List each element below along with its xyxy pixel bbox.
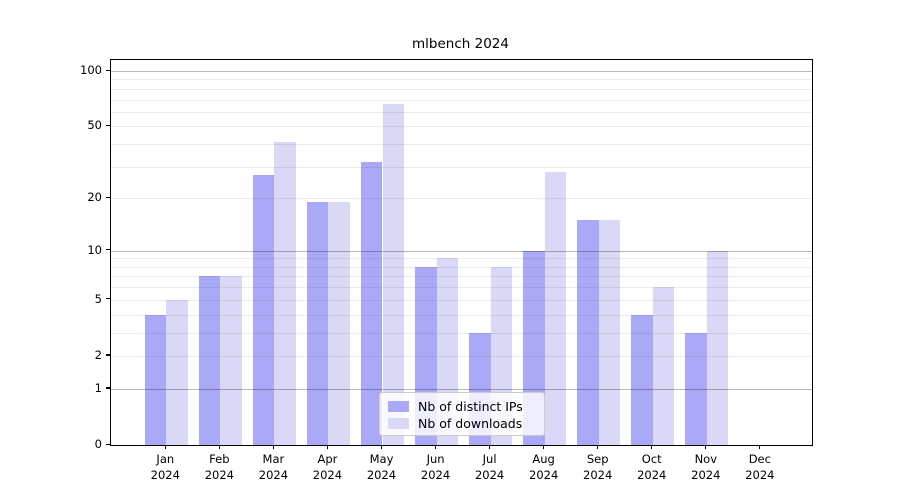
x-tick-label: Sep 2024 xyxy=(583,452,613,482)
y-tick xyxy=(106,298,110,300)
gridline-minor xyxy=(111,276,812,278)
gridline-minor xyxy=(111,258,812,260)
bar-distinct-ips xyxy=(252,174,275,445)
legend-label-downloads: Nb of downloads xyxy=(418,415,523,431)
x-tick-label: Apr 2024 xyxy=(312,452,343,482)
y-tick xyxy=(106,124,110,127)
legend-swatch-distinct-ips xyxy=(388,400,409,412)
x-tick-label: May 2024 xyxy=(366,452,397,482)
legend-label-distinct-ips: Nb of distinct IPs xyxy=(418,398,523,414)
bar-distinct-ips xyxy=(360,161,383,445)
gridline-minor xyxy=(111,198,812,200)
legend-item-downloads: Nb of downloads xyxy=(388,415,536,431)
bar-downloads xyxy=(274,142,297,445)
legend-item-distinct-ips: Nb of distinct IPs xyxy=(388,398,536,414)
x-tick-label: Oct 2024 xyxy=(637,452,667,482)
gridline-minor xyxy=(111,314,812,316)
bar-downloads xyxy=(652,287,675,445)
gridline-major xyxy=(111,388,812,390)
x-tick-label: Feb 2024 xyxy=(204,452,234,482)
gridline-major xyxy=(111,71,812,72)
x-tick xyxy=(651,445,653,449)
x-tick xyxy=(380,445,383,449)
gridline-minor xyxy=(111,166,812,168)
x-tick-label: Jul 2024 xyxy=(474,452,505,482)
x-tick-label: Dec 2024 xyxy=(745,452,775,482)
bar-distinct-ips xyxy=(198,276,221,445)
x-tick xyxy=(218,445,220,449)
gridline-major xyxy=(111,250,812,252)
y-tick xyxy=(106,443,110,445)
x-tick-label: Jun 2024 xyxy=(420,452,451,482)
y-tick-label: 2 xyxy=(94,347,102,362)
bar-distinct-ips xyxy=(631,314,653,445)
y-tick-label: 1 xyxy=(94,380,102,395)
gridline-minor xyxy=(111,144,812,146)
y-tick xyxy=(106,387,110,389)
gridline-minor xyxy=(111,287,812,289)
x-tick-label: Jan 2024 xyxy=(150,452,180,482)
gridline-minor xyxy=(111,79,812,81)
bar-downloads xyxy=(706,250,729,445)
x-tick xyxy=(705,445,707,449)
bar-downloads xyxy=(166,299,188,445)
gridline-minor xyxy=(111,355,812,357)
chart-title: mlbench 2024 xyxy=(412,36,509,52)
x-tick xyxy=(326,445,329,449)
bar-distinct-ips xyxy=(144,314,167,445)
y-tick-label: 0 xyxy=(94,437,102,451)
y-tick xyxy=(106,69,110,71)
gridline-overlay-layer xyxy=(111,60,812,445)
x-tick-label: Aug 2024 xyxy=(529,452,559,482)
y-tick xyxy=(106,249,110,251)
gridline-minor xyxy=(111,299,812,301)
bar-downloads xyxy=(220,276,243,445)
y-tick xyxy=(106,354,110,356)
bar-downloads xyxy=(598,220,621,445)
y-tick xyxy=(106,196,110,198)
x-tick xyxy=(272,445,274,449)
x-tick xyxy=(164,445,166,449)
gridline-minor xyxy=(111,99,812,101)
y-tick-label: 50 xyxy=(87,118,102,133)
y-tick-label: 100 xyxy=(80,63,102,77)
x-tick xyxy=(759,445,761,449)
bar-distinct-ips xyxy=(685,332,707,445)
x-tick-label: Mar 2024 xyxy=(258,452,289,482)
plot-area xyxy=(110,59,813,446)
legend-swatch-downloads xyxy=(388,417,409,429)
bar-downloads xyxy=(382,104,405,445)
gridline-minor xyxy=(111,126,812,128)
x-tick-label: Nov 2024 xyxy=(691,452,721,482)
bar-distinct-ips xyxy=(577,220,599,445)
bar-downloads xyxy=(544,172,567,445)
gridline-minor xyxy=(111,332,812,334)
x-tick xyxy=(543,445,545,449)
legend: Nb of distinct IPs Nb of downloads xyxy=(379,392,545,436)
bar-distinct-ips xyxy=(306,202,329,445)
x-tick xyxy=(597,445,599,449)
gridline-minor xyxy=(111,88,812,90)
y-tick-label: 10 xyxy=(87,242,102,257)
x-tick xyxy=(434,445,437,449)
y-tick-label: 5 xyxy=(94,291,102,306)
y-tick-label: 20 xyxy=(87,190,102,205)
gridline-minor xyxy=(111,266,812,268)
x-tick xyxy=(489,445,491,449)
bar-downloads xyxy=(328,202,351,445)
gridline-minor xyxy=(111,111,812,113)
